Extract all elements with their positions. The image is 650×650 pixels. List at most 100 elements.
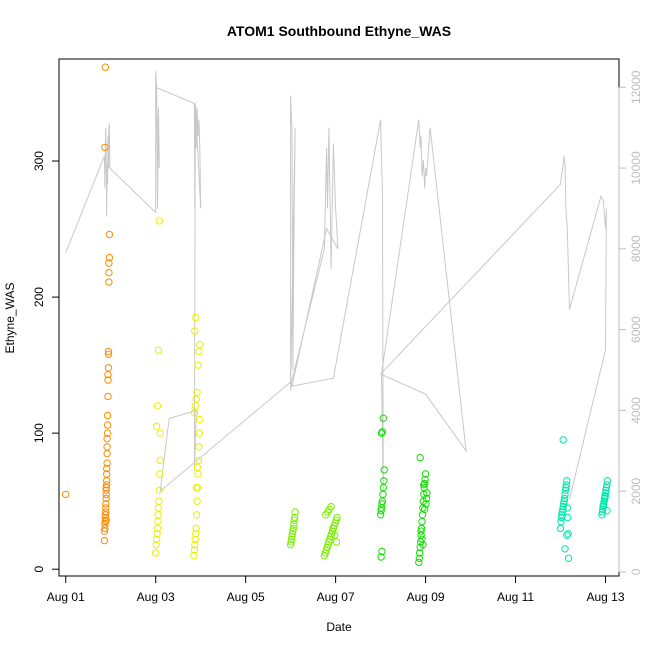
data-point xyxy=(421,505,429,513)
data-point xyxy=(192,395,200,403)
data-point xyxy=(286,541,295,549)
data-point xyxy=(377,504,386,512)
data-point xyxy=(329,524,337,533)
data-point xyxy=(377,507,385,515)
data-point xyxy=(288,532,296,541)
y2-tick-label: 8000 xyxy=(629,235,643,262)
data-point xyxy=(420,481,428,489)
data-point xyxy=(156,429,164,437)
y2-tick-label: 0 xyxy=(629,568,643,575)
data-point xyxy=(560,500,568,508)
data-point xyxy=(104,347,113,356)
data-point xyxy=(194,456,203,465)
data-point xyxy=(191,541,199,549)
data-point xyxy=(104,376,112,384)
data-point xyxy=(377,553,385,561)
data-point xyxy=(287,535,296,543)
x-axis: Aug 01 Aug 03 Aug 05 Aug 07 Aug 09 Aug 11 Aug … xyxy=(47,575,625,604)
data-point xyxy=(102,516,110,524)
data-point xyxy=(560,497,568,505)
x-tick-label: Aug 05 xyxy=(227,590,265,604)
data-point xyxy=(598,508,607,516)
x-axis-label: Date xyxy=(326,620,352,634)
y-tick-label: 100 xyxy=(32,423,46,443)
data-point xyxy=(602,486,610,494)
data-point xyxy=(154,511,162,519)
data-point xyxy=(105,278,113,286)
x-tick-label: Aug 09 xyxy=(407,590,445,604)
data-point xyxy=(191,402,200,410)
data-point xyxy=(192,313,200,322)
data-points-layer xyxy=(61,63,611,567)
data-point xyxy=(103,411,112,420)
data-point xyxy=(287,538,295,546)
data-point xyxy=(379,490,387,499)
data-point xyxy=(103,470,111,478)
data-point xyxy=(333,513,341,522)
data-point xyxy=(193,497,201,505)
data-point xyxy=(327,502,335,511)
data-point xyxy=(104,350,113,358)
data-point xyxy=(421,475,429,484)
data-point xyxy=(422,500,430,508)
data-point xyxy=(102,494,110,503)
data-point xyxy=(103,459,111,467)
data-point xyxy=(559,505,567,513)
data-point xyxy=(559,436,567,444)
data-point xyxy=(602,483,611,492)
data-point xyxy=(104,364,113,372)
y-axis-right: 0 2000 4000 6000 8000 10000 12000 xyxy=(618,70,643,575)
data-point xyxy=(196,341,204,349)
data-point xyxy=(419,541,427,549)
data-point xyxy=(190,546,199,554)
data-point xyxy=(331,531,339,539)
data-point xyxy=(562,481,571,489)
data-point xyxy=(190,551,198,560)
data-point xyxy=(378,547,386,556)
data-point xyxy=(191,327,199,335)
data-point xyxy=(564,513,572,522)
data-point xyxy=(103,421,112,429)
data-point xyxy=(376,511,385,519)
data-point xyxy=(191,535,200,543)
x-tick-label: Aug 03 xyxy=(137,590,175,604)
data-point xyxy=(561,545,569,553)
data-point xyxy=(155,217,164,225)
chart-title: ATOM1 Southbound Ethyne_WAS xyxy=(227,23,451,39)
data-point xyxy=(415,558,423,567)
altitude-line xyxy=(65,71,607,500)
data-point xyxy=(192,530,200,538)
data-point xyxy=(155,497,163,505)
data-point xyxy=(154,504,163,512)
data-point xyxy=(559,502,567,511)
data-point xyxy=(103,449,111,458)
data-point xyxy=(195,443,203,451)
data-point xyxy=(558,511,566,519)
data-point xyxy=(423,489,431,497)
data-point xyxy=(418,517,426,526)
data-point xyxy=(564,554,573,562)
y2-tick-label: 4000 xyxy=(629,397,643,424)
data-point xyxy=(152,541,160,549)
x-tick-label: Aug 01 xyxy=(47,590,85,604)
data-point xyxy=(563,531,571,539)
data-point xyxy=(105,230,114,239)
data-point xyxy=(603,477,611,485)
data-point xyxy=(599,505,607,513)
altitude-profile-layer xyxy=(65,71,607,500)
data-point xyxy=(421,470,430,478)
data-point xyxy=(379,414,387,422)
data-point xyxy=(195,429,204,437)
data-point xyxy=(102,504,110,512)
data-point xyxy=(103,477,111,485)
data-point xyxy=(289,527,297,535)
data-point xyxy=(100,536,109,545)
data-point xyxy=(103,481,111,489)
data-point xyxy=(421,479,429,488)
data-point xyxy=(561,490,569,499)
data-point xyxy=(417,527,425,535)
data-point xyxy=(418,535,426,543)
data-point xyxy=(154,517,162,526)
data-point xyxy=(193,388,201,396)
